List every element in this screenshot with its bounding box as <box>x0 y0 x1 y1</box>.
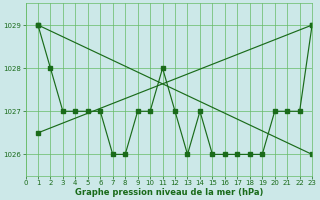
X-axis label: Graphe pression niveau de la mer (hPa): Graphe pression niveau de la mer (hPa) <box>75 188 263 197</box>
